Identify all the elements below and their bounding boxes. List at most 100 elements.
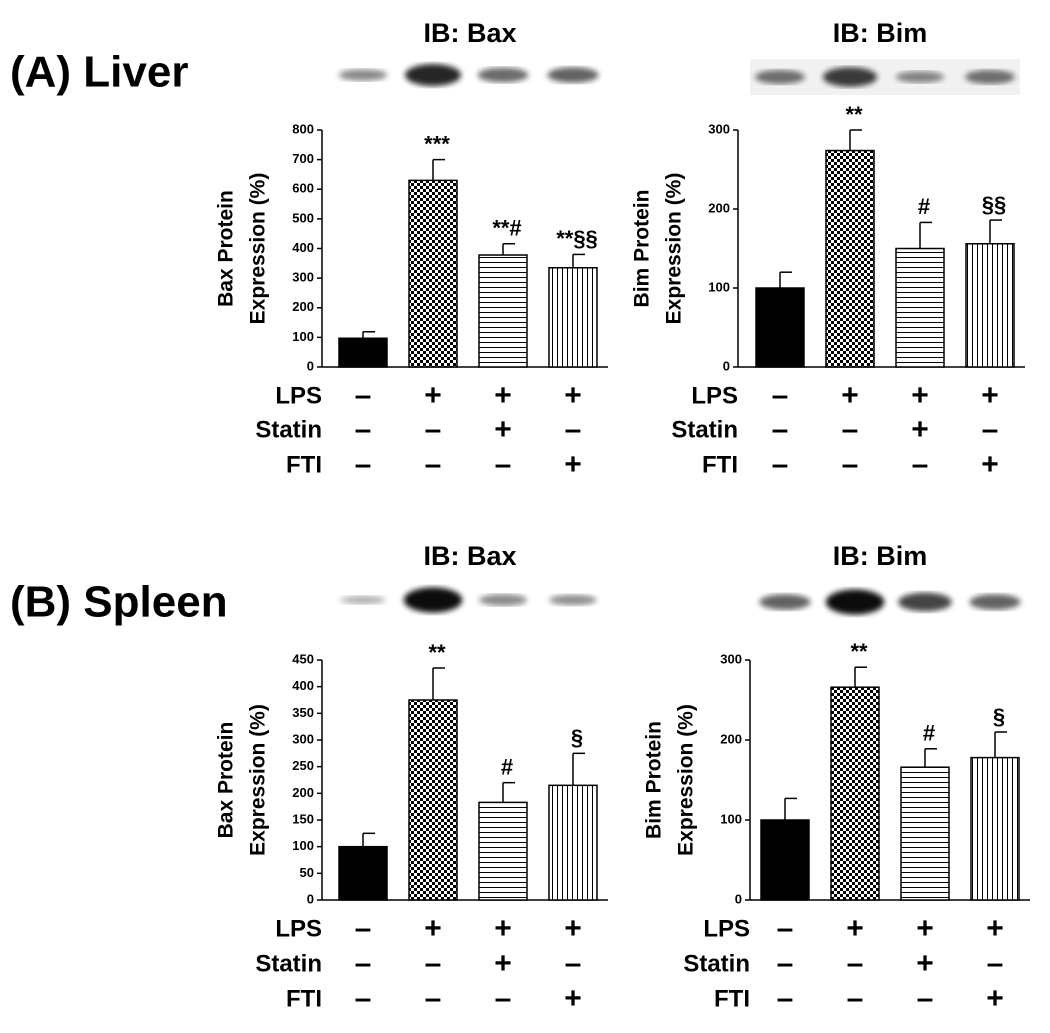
y-axis-label: Expression (%) (663, 173, 686, 325)
y-tick-label: 350 (292, 705, 314, 720)
blot-band (405, 64, 461, 86)
treatment-label: FTI (714, 985, 750, 1012)
significance: § (993, 704, 1005, 729)
y-tick-label: 600 (292, 181, 314, 196)
y-tick-label: 200 (292, 785, 314, 800)
y-axis-label: Expression (%) (675, 704, 698, 856)
treatment-sign: + (981, 448, 999, 481)
treatment-sign: + (916, 947, 934, 980)
y-tick-label: 250 (292, 758, 314, 773)
treatment-sign: – (565, 947, 582, 980)
significance: # (501, 754, 513, 779)
blot-band (822, 67, 878, 87)
bar (830, 686, 880, 901)
blot-band (898, 592, 952, 612)
bar (760, 819, 810, 901)
treatment-sign: + (564, 448, 582, 481)
y-tick-label: 100 (292, 838, 314, 853)
treatment-sign: + (911, 379, 929, 412)
y-axis-label: Expression (%) (247, 704, 270, 856)
treatment-sign: – (842, 448, 859, 481)
y-tick-label: 0 (723, 358, 730, 373)
treatment-sign: – (777, 982, 794, 1015)
treatment-sign: + (846, 912, 864, 945)
y-axis-label: Bax Protein (215, 190, 238, 307)
treatment-sign: + (911, 413, 929, 446)
blot-band (477, 67, 529, 83)
treatment-sign: + (986, 912, 1004, 945)
bar (970, 756, 1020, 901)
blot-title: IB: Bim (833, 18, 928, 48)
y-tick-label: 100 (708, 279, 730, 294)
blot-title: IB: Bim (833, 541, 928, 571)
treatment-sign: + (564, 982, 582, 1015)
treatment-label: Statin (255, 416, 322, 443)
significance: ** (850, 639, 868, 664)
y-tick-label: 0 (735, 891, 742, 906)
blot-band (895, 71, 945, 83)
treatment-sign: – (355, 413, 372, 446)
blot-band (755, 70, 805, 84)
treatment-sign: – (425, 947, 442, 980)
treatment-sign: – (987, 947, 1004, 980)
bar (900, 766, 950, 901)
blot-title: IB: Bax (423, 18, 516, 48)
y-axis-label: Bim Protein (643, 721, 666, 839)
treatment-sign: + (424, 912, 442, 945)
treatment-sign: – (355, 947, 372, 980)
blot-band (759, 594, 811, 610)
bar (548, 784, 598, 901)
treatment-sign: – (425, 982, 442, 1015)
treatment-sign: – (982, 413, 999, 446)
treatment-sign: – (777, 912, 794, 945)
blot-band (547, 67, 599, 83)
treatment-sign: – (355, 912, 372, 945)
y-tick-label: 50 (300, 865, 314, 880)
treatment-sign: – (355, 448, 372, 481)
treatment-sign: + (986, 982, 1004, 1015)
blot-band (965, 70, 1015, 84)
panel-label: (B) Spleen (10, 578, 228, 627)
blot-band (825, 589, 885, 615)
bar (408, 179, 458, 368)
treatment-sign: – (847, 947, 864, 980)
y-tick-label: 100 (720, 811, 742, 826)
treatment-label: Statin (671, 416, 738, 443)
blot-band (549, 594, 597, 606)
treatment-sign: – (777, 947, 794, 980)
significance: § (571, 725, 583, 750)
y-tick-label: 800 (292, 121, 314, 136)
treatment-sign: – (495, 982, 512, 1015)
significance: # (923, 721, 935, 746)
treatment-sign: + (494, 947, 512, 980)
treatment-sign: – (917, 982, 934, 1015)
treatment-sign: + (494, 413, 512, 446)
treatment-label: LPS (691, 382, 738, 409)
treatment-label: FTI (286, 451, 322, 478)
y-tick-label: 400 (292, 678, 314, 693)
bar (895, 247, 945, 368)
blot-title: IB: Bax (423, 541, 516, 571)
significance: **§§ (556, 226, 598, 251)
blot-band (478, 594, 528, 606)
y-tick-label: 150 (292, 811, 314, 826)
y-axis-label: Bim Protein (631, 190, 654, 308)
y-tick-label: 200 (292, 299, 314, 314)
treatment-sign: – (842, 413, 859, 446)
y-tick-label: 100 (292, 329, 314, 344)
treatment-label: FTI (702, 451, 738, 478)
treatment-sign: + (981, 379, 999, 412)
treatment-label: LPS (275, 915, 322, 942)
bar (548, 267, 598, 368)
y-tick-label: 300 (292, 731, 314, 746)
treatment-sign: – (425, 413, 442, 446)
significance: ** (428, 640, 446, 665)
treatment-sign: – (355, 379, 372, 412)
treatment-sign: – (355, 982, 372, 1015)
treatment-sign: – (847, 982, 864, 1015)
y-tick-label: 300 (708, 121, 730, 136)
significance: §§ (982, 192, 1006, 217)
y-tick-label: 300 (720, 651, 742, 666)
bar (825, 149, 875, 368)
